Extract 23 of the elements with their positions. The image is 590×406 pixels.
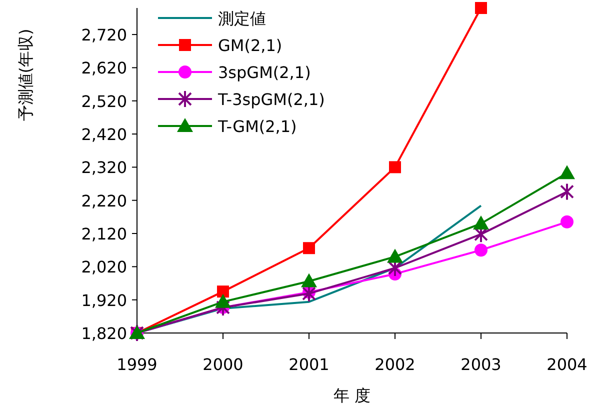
legend-label: T-GM(2,1) xyxy=(217,117,297,136)
legend-label: 3spGM(2,1) xyxy=(218,63,311,82)
legend-label: T-3spGM(2,1) xyxy=(217,90,325,109)
x-tick-label: 2002 xyxy=(374,355,416,374)
y-tick-label: 2,320 xyxy=(81,158,127,178)
y-tick-label: 2,220 xyxy=(81,191,127,210)
y-tick-label: 2,720 xyxy=(81,26,127,45)
legend-label: 測定値 xyxy=(218,9,266,28)
y-tick-label: 2,420 xyxy=(81,125,127,144)
x-tick-label: 2003 xyxy=(460,355,502,374)
legend-label: GM(2,1) xyxy=(218,36,282,55)
y-tick-label: 1,820 xyxy=(81,324,127,343)
y-tick-label: 2,520 xyxy=(81,92,127,111)
x-tick-label: 1999 xyxy=(116,355,158,374)
y-tick-label: 2,020 xyxy=(81,258,127,277)
y-tick-label: 2,120 xyxy=(81,224,127,244)
x-axis-title: 年 度 xyxy=(333,386,371,405)
y-axis-title: 予測値(年収) xyxy=(16,28,35,122)
x-tick-label: 2001 xyxy=(288,355,330,374)
x-tick-label: 2000 xyxy=(202,355,244,374)
y-tick-label: 2,620 xyxy=(81,58,127,78)
x-tick-label: 2004 xyxy=(546,355,588,374)
y-tick-label: 1,920 xyxy=(81,290,127,310)
